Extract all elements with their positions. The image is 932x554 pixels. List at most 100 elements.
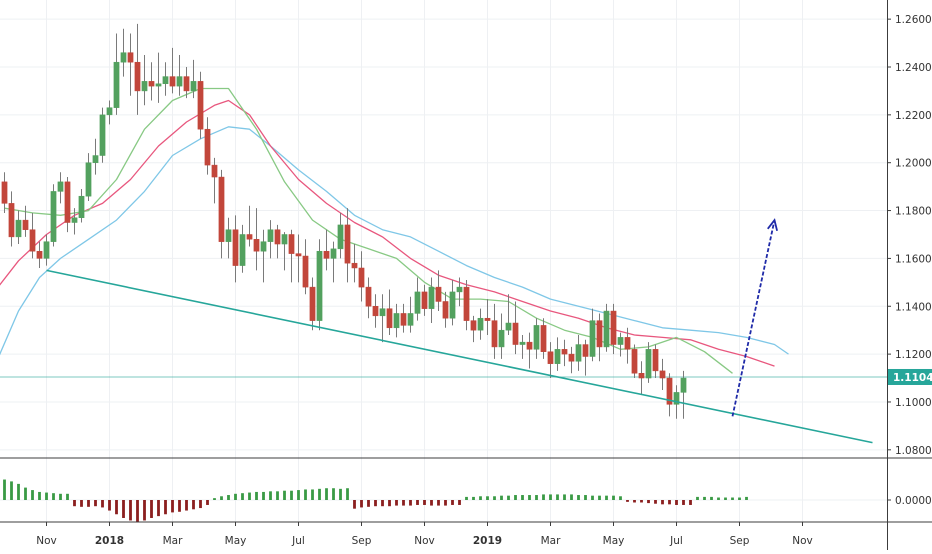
candle-body	[281, 234, 288, 245]
candle	[372, 294, 379, 328]
candle	[197, 71, 204, 139]
histogram-bar	[367, 500, 370, 507]
candle-body	[617, 337, 624, 345]
histogram-bar	[542, 494, 545, 500]
histogram-bar	[94, 500, 97, 507]
support-trendline	[46, 269, 873, 444]
y-tick-label: 1.16000	[895, 253, 932, 265]
candle	[400, 303, 407, 333]
candle-body	[106, 107, 113, 116]
candle	[246, 205, 253, 247]
candle-body	[561, 349, 568, 355]
candle	[134, 23, 141, 115]
y-tick-label: 1.08000	[895, 445, 932, 457]
candle	[211, 157, 218, 204]
candle-body	[302, 255, 309, 288]
candle-body	[239, 234, 246, 266]
candle	[659, 358, 666, 391]
x-tick-label: Nov	[36, 535, 57, 547]
candle	[295, 234, 302, 283]
histogram-bar	[24, 487, 27, 500]
candle-body	[253, 239, 260, 252]
candle-body	[386, 308, 393, 329]
candle	[92, 138, 99, 175]
histogram-bar	[234, 493, 237, 500]
candle-body	[50, 191, 57, 242]
x-tick-label: May	[603, 535, 625, 547]
candle	[71, 208, 78, 235]
candle-body	[477, 317, 484, 331]
candle	[309, 277, 316, 331]
histogram-bar	[409, 500, 412, 506]
histogram-bar	[507, 495, 510, 500]
candle-body	[64, 181, 71, 223]
x-tick-label: Nov	[414, 535, 435, 547]
candle-body	[78, 195, 85, 218]
histogram-bar	[220, 496, 223, 500]
y-tick-label: 1.14000	[895, 301, 932, 313]
histogram-bar	[535, 495, 538, 500]
histogram-bar	[318, 488, 321, 500]
histogram-bar	[178, 500, 181, 512]
candle	[50, 184, 57, 247]
histogram-bar	[745, 496, 748, 500]
candle-body	[99, 114, 106, 156]
candle	[120, 28, 127, 77]
histogram-bar	[486, 496, 489, 500]
histogram-bar	[437, 500, 440, 506]
histogram-bar	[388, 500, 391, 507]
ma-mid	[0, 99, 775, 367]
histogram-bar	[346, 488, 349, 500]
candle-body	[435, 286, 442, 302]
candle	[148, 62, 155, 101]
candle	[1, 172, 8, 213]
candle	[407, 296, 414, 333]
candle-body	[498, 329, 505, 348]
histogram-bar	[87, 500, 90, 507]
histogram-bar	[703, 496, 706, 500]
overlays	[46, 218, 873, 444]
candle-body	[638, 373, 645, 379]
candle	[526, 332, 533, 369]
candle	[190, 59, 197, 99]
x-tick-label: 2019	[473, 535, 502, 547]
histogram-bar	[80, 500, 83, 507]
histogram-bar	[10, 481, 13, 500]
x-tick-label: Mar	[163, 535, 183, 547]
candle-body	[610, 310, 617, 345]
candle	[288, 229, 295, 283]
histogram-bar	[395, 500, 398, 506]
ma-fast	[4, 87, 733, 374]
candle	[218, 169, 225, 259]
candle	[43, 234, 50, 266]
candle	[162, 62, 169, 96]
candle	[519, 334, 526, 359]
candle	[225, 217, 232, 259]
candle	[449, 279, 456, 326]
candle	[505, 294, 512, 335]
candle	[141, 55, 148, 106]
candle-body	[575, 344, 582, 362]
histogram-bar	[598, 495, 601, 500]
candle-body	[1, 181, 8, 204]
histogram-bar	[430, 500, 433, 506]
candle	[99, 107, 106, 163]
histogram-bar	[724, 497, 727, 500]
current-price-badge	[888, 368, 932, 385]
candle-body	[540, 325, 547, 352]
candle-body	[57, 181, 64, 192]
candle	[435, 270, 442, 312]
candle-body	[358, 267, 365, 288]
y-tick-label: 1.12000	[895, 349, 932, 361]
y-tick-label: 1.26000	[895, 14, 932, 26]
candle	[365, 277, 372, 319]
x-tick-label: Mar	[541, 535, 561, 547]
candle	[645, 342, 652, 383]
candle-body	[141, 81, 148, 92]
candle-body	[365, 286, 372, 307]
histogram-bar	[521, 495, 524, 500]
histogram-bar	[45, 492, 48, 500]
candle	[652, 344, 659, 379]
histogram-bar	[717, 497, 720, 500]
